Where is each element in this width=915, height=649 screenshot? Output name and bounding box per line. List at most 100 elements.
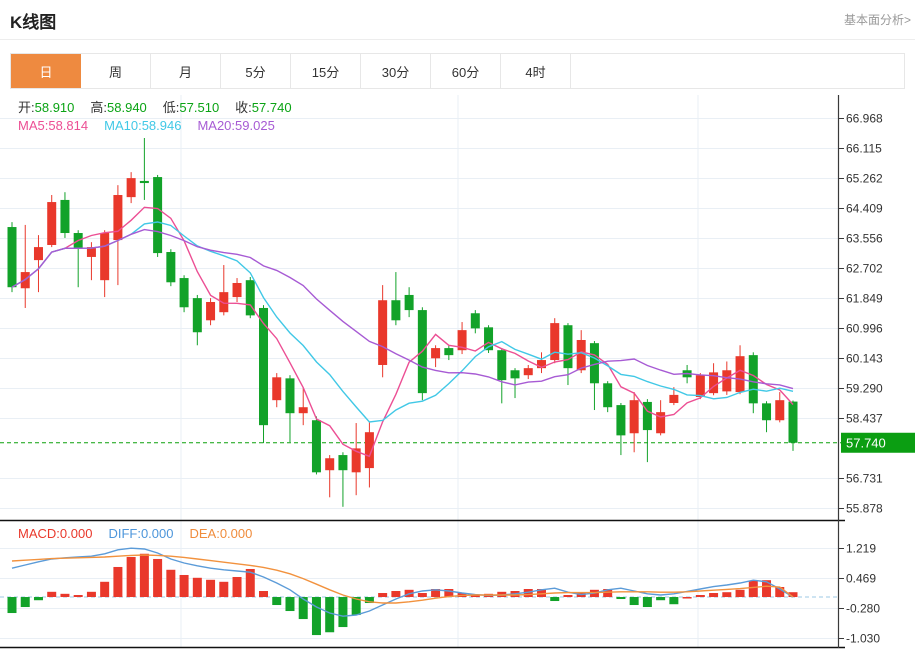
macd-hist-bar bbox=[536, 589, 546, 598]
ohlc-item-1: 高:58.940 bbox=[90, 97, 146, 116]
ohlc-value: 58.940 bbox=[107, 100, 147, 115]
candle-body bbox=[47, 202, 57, 245]
ohlc-value: 57.510 bbox=[179, 100, 220, 115]
ma-label: MA5: bbox=[18, 118, 49, 133]
macd-axis-label: -1.030 bbox=[846, 632, 880, 646]
macd-hist-bar bbox=[775, 587, 785, 598]
y-axis-label: 62.702 bbox=[846, 262, 883, 276]
candle-body bbox=[484, 327, 494, 351]
candle-body bbox=[536, 360, 546, 369]
candle-body bbox=[100, 233, 110, 281]
candle-body bbox=[325, 458, 335, 471]
y-axis-label: 56.731 bbox=[846, 472, 883, 486]
y-axis-label: 66.115 bbox=[846, 142, 882, 156]
macd-hist-bar bbox=[748, 580, 758, 598]
macd-hist-bar bbox=[603, 589, 613, 598]
macd-hist-bar bbox=[245, 568, 255, 598]
tab-60min[interactable]: 60分 bbox=[431, 54, 501, 88]
macd-hist-bar bbox=[139, 553, 149, 598]
candle-body bbox=[695, 375, 705, 398]
candle-body bbox=[444, 348, 454, 356]
macd-hist-bar bbox=[470, 595, 480, 598]
macd-hist-bar bbox=[616, 597, 626, 600]
header-divider bbox=[0, 39, 915, 40]
y-axis-label: 61.849 bbox=[846, 292, 883, 306]
macd-item-2: DEA:0.000 bbox=[189, 526, 252, 541]
macd-hist-bar bbox=[206, 579, 216, 598]
macd-axis-label: -0.280 bbox=[846, 602, 880, 616]
tab-day[interactable]: 日 bbox=[11, 54, 81, 88]
candle-body bbox=[775, 400, 785, 421]
candle-body bbox=[206, 301, 216, 321]
macd-hist-bar bbox=[126, 556, 136, 598]
candle-body bbox=[642, 401, 652, 431]
macd-hist-bar bbox=[788, 592, 798, 598]
candle-body bbox=[656, 412, 666, 434]
candle-body bbox=[709, 372, 719, 394]
candle-body bbox=[60, 199, 70, 234]
tab-week[interactable]: 周 bbox=[81, 54, 151, 88]
macd-hist-bar bbox=[285, 597, 295, 612]
ohlc-label: 收: bbox=[235, 100, 252, 115]
candle-body bbox=[113, 195, 123, 241]
ma-label: MA20: bbox=[197, 118, 236, 133]
candle-body bbox=[523, 368, 533, 376]
candle-body bbox=[576, 339, 586, 371]
macd-hist-bar bbox=[179, 574, 189, 598]
tab-15min[interactable]: 15分 bbox=[291, 54, 361, 88]
tab-4hour[interactable]: 4时 bbox=[501, 54, 571, 88]
current-price-tag bbox=[841, 432, 915, 453]
candle-body bbox=[126, 178, 136, 198]
macd-legend: MACD:0.000 DIFF:0.000 DEA:0.000 bbox=[18, 526, 252, 541]
candle-body bbox=[457, 330, 467, 351]
ma-legend: MA5:58.814 MA10:58.946 MA20:59.025 bbox=[18, 118, 275, 133]
tab-5min[interactable]: 5分 bbox=[221, 54, 291, 88]
candle-body bbox=[272, 377, 282, 401]
dea-line bbox=[11, 554, 794, 604]
current-price-tag-value: 57.740 bbox=[846, 435, 886, 450]
macd-hist-bar bbox=[192, 577, 202, 598]
candle-body bbox=[139, 180, 149, 184]
fundamental-analysis-link[interactable]: 基本面分析> bbox=[843, 13, 911, 27]
tab-month[interactable]: 月 bbox=[151, 54, 221, 88]
candle-body bbox=[470, 313, 480, 329]
ma-value: 59.025 bbox=[235, 118, 275, 133]
macd-hist-bar bbox=[656, 597, 666, 601]
macd-hist-bar bbox=[232, 576, 242, 598]
interval-tab-bar: 日周月 5分 15分 30分 60分 4时 bbox=[10, 53, 905, 89]
macd-label: DEA: bbox=[189, 526, 220, 541]
tab-30min[interactable]: 30分 bbox=[361, 54, 431, 88]
macd-hist-bar bbox=[762, 580, 772, 598]
candle-body bbox=[735, 356, 745, 393]
ohlc-value: 58.910 bbox=[34, 100, 75, 115]
candle-body bbox=[192, 298, 202, 333]
candle-body bbox=[431, 348, 441, 359]
candle-body bbox=[788, 401, 798, 443]
candle-body bbox=[497, 350, 507, 381]
ma-label: MA10: bbox=[104, 118, 142, 133]
ohlc-item-0: 开:58.910 bbox=[18, 97, 74, 116]
macd-hist-bar bbox=[73, 595, 83, 598]
candle-body bbox=[378, 300, 388, 365]
candle-body bbox=[391, 300, 401, 321]
candle-body bbox=[669, 394, 679, 403]
candle-body bbox=[550, 323, 560, 361]
macd-hist-bar bbox=[325, 597, 335, 633]
candle-body bbox=[259, 307, 269, 426]
y-axis-label: 63.556 bbox=[846, 232, 883, 246]
candle-body bbox=[603, 383, 613, 408]
macd-hist-bar bbox=[563, 595, 573, 598]
ma5-line bbox=[11, 206, 794, 458]
candle-body bbox=[219, 292, 229, 313]
candle-body bbox=[616, 405, 626, 436]
macd-hist-bar bbox=[219, 581, 229, 598]
ma-value: 58.814 bbox=[48, 118, 89, 133]
macd-hist-bar bbox=[7, 597, 17, 614]
macd-hist-bar bbox=[682, 597, 692, 599]
macd-hist-bar bbox=[642, 597, 652, 608]
macd-hist-bar bbox=[444, 589, 454, 598]
ma-item-1: MA10:58.946 bbox=[104, 118, 181, 133]
candle-body bbox=[7, 227, 17, 288]
macd-item-0: MACD:0.000 bbox=[18, 526, 92, 541]
